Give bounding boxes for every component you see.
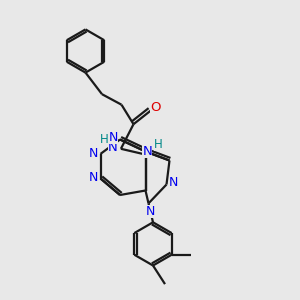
Text: N: N (146, 205, 156, 218)
Text: H: H (154, 138, 163, 151)
Text: H: H (100, 133, 109, 146)
Text: N: N (89, 147, 99, 161)
Text: N: N (142, 145, 152, 158)
Text: N: N (169, 176, 178, 189)
Text: O: O (150, 101, 161, 114)
Text: N: N (89, 171, 98, 184)
Text: N: N (108, 141, 118, 154)
Text: N: N (108, 130, 118, 144)
